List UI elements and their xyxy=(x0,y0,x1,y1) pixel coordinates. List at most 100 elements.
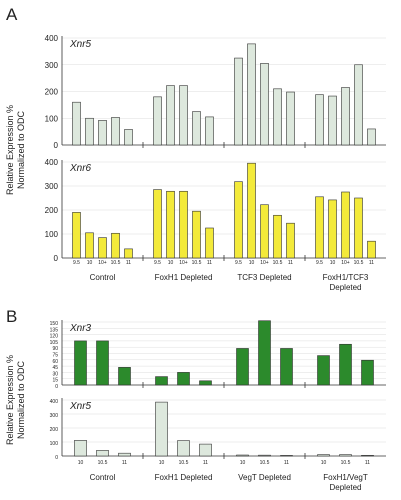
chart2-x-tick-label: 10+ xyxy=(179,260,188,266)
chart1-bar xyxy=(166,85,175,146)
chart2-bar xyxy=(166,190,175,259)
chart4-x-tick-label: 10 xyxy=(78,460,84,466)
chart4-bar xyxy=(74,440,87,457)
chart1-bar xyxy=(234,57,243,146)
chart3-bar xyxy=(236,348,249,386)
chart2-x-tick-label: 10+ xyxy=(260,260,269,266)
chart1-bar xyxy=(341,87,350,146)
chart4-group-label: Depleted xyxy=(329,483,361,492)
chart4-ytick-label: 0 xyxy=(55,455,58,461)
ylabel-a-line2: Normalized to ODC xyxy=(16,110,26,189)
chart3-ytick-label: 120 xyxy=(50,334,59,340)
chart2-bar xyxy=(234,181,243,259)
chart2-x-tick-label: 10+ xyxy=(98,260,107,266)
chart4-x-tick-label: 10.5 xyxy=(341,460,351,466)
chart2-bar xyxy=(367,240,376,259)
chart1-bar xyxy=(247,43,256,146)
chart1-ytick-label: 200 xyxy=(45,88,59,97)
ylabel-a-line1: Relative Expression % xyxy=(5,105,15,195)
chart1-bar xyxy=(260,63,269,146)
chart3-ytick-label: 90 xyxy=(52,346,58,352)
chart2-group-label: FoxH1 Depleted xyxy=(155,273,213,282)
chart2-bar xyxy=(260,204,269,259)
chart1-ytick-label: 100 xyxy=(45,114,59,123)
chart1-bar xyxy=(124,129,133,146)
chart3-bar xyxy=(258,320,271,386)
chart3-ytick-label: 150 xyxy=(50,321,59,327)
chart2-x-tick-label: 11 xyxy=(207,260,212,266)
chart4-x-tick-label: 11 xyxy=(203,460,208,466)
chart2-x-tick-label: 10 xyxy=(249,260,255,266)
ylabel-a: Relative Expression % Normalized to ODC xyxy=(5,105,26,195)
chart4-bar xyxy=(361,454,374,457)
chart3-title: Xnr3 xyxy=(69,323,92,334)
chart3-ytick-label: 135 xyxy=(50,327,59,333)
chart2-bar xyxy=(111,232,120,259)
chart2-x-tick-label: 11 xyxy=(288,260,293,266)
chart1-bar xyxy=(179,85,188,146)
chart4-group-label: FoxH1 Depleted xyxy=(155,473,213,482)
chart2-x-tick-label: 9.5 xyxy=(154,260,161,266)
chart1-bar xyxy=(273,88,282,146)
chart2-x-tick-label: 9.5 xyxy=(316,260,323,266)
chart2-x-tick-label: 10 xyxy=(87,260,93,266)
chart4-x-tick-label: 11 xyxy=(365,460,370,466)
chart2-x-tick-label: 9.5 xyxy=(73,260,80,266)
chart2-bar xyxy=(179,190,188,259)
chart2-ytick-label: 200 xyxy=(45,206,59,215)
chart2-group-label: TCF3 Depleted xyxy=(237,273,291,282)
chart4-x-tick-label: 10 xyxy=(321,460,327,466)
chart3-ytick-label: 30 xyxy=(52,371,58,377)
chart2-x-tick-label: 10.5 xyxy=(354,260,364,266)
chart3-bar xyxy=(317,355,330,386)
chart3-ytick-label: 0 xyxy=(55,384,58,390)
chart4-ytick-label: 300 xyxy=(50,413,59,419)
chart4-title: Xnr5 xyxy=(69,401,92,412)
chart4-bar xyxy=(155,401,168,457)
chart1-ytick-label: 300 xyxy=(45,61,59,70)
chart4-bar xyxy=(96,450,109,457)
chart2-bar xyxy=(286,222,295,259)
chart3-ytick-label: 60 xyxy=(52,359,58,365)
chart4-x-tick-label: 10.5 xyxy=(98,460,108,466)
chart2-x-tick-label: 10.5 xyxy=(192,260,202,266)
chart2-ytick-label: 400 xyxy=(45,158,59,167)
chart2-title: Xnr6 xyxy=(69,163,92,174)
chart3-bar xyxy=(199,380,212,386)
chart2-x-tick-label: 10.5 xyxy=(111,260,121,266)
chart4-bar xyxy=(118,452,131,457)
chart1-title: Xnr5 xyxy=(69,39,92,50)
chart2-x-tick-label: 10+ xyxy=(341,260,350,266)
panel-letter-a: A xyxy=(6,5,18,24)
chart2-bar xyxy=(328,199,337,259)
chart3-bar xyxy=(155,376,168,386)
chart3-ytick-label: 75 xyxy=(52,353,58,359)
chart3-bar xyxy=(339,343,352,386)
chart1-bar xyxy=(153,96,162,146)
chart1-bar xyxy=(205,116,214,146)
chart2-group-label: FoxH1/TCF3 xyxy=(323,273,369,282)
chart4-ytick-label: 100 xyxy=(50,441,59,447)
chart4-x-tick-label: 10.5 xyxy=(260,460,270,466)
chart4-bar xyxy=(177,440,190,457)
chart2-bar xyxy=(341,191,350,259)
chart1-bar xyxy=(328,95,337,146)
chart2-ytick-label: 0 xyxy=(54,254,59,263)
chart4-x-tick-label: 11 xyxy=(122,460,127,466)
chart2-bar xyxy=(273,214,282,259)
chart4-x-tick-label: 11 xyxy=(284,460,289,466)
chart1-bar xyxy=(315,94,324,146)
chart2-bar xyxy=(85,232,94,259)
chart3-ytick-label: 45 xyxy=(52,365,58,371)
chart2-x-tick-label: 11 xyxy=(126,260,131,266)
chart3-ytick-label: 105 xyxy=(50,340,59,346)
chart1-bar xyxy=(354,64,363,146)
chart2-bar xyxy=(124,248,133,259)
chart2-ytick-label: 300 xyxy=(45,182,59,191)
chart4-x-tick-label: 10 xyxy=(159,460,165,466)
chart1-bar xyxy=(85,117,94,146)
chart2-bar xyxy=(247,162,256,259)
chart4-bar xyxy=(258,454,271,457)
chart4-bar xyxy=(339,454,352,457)
